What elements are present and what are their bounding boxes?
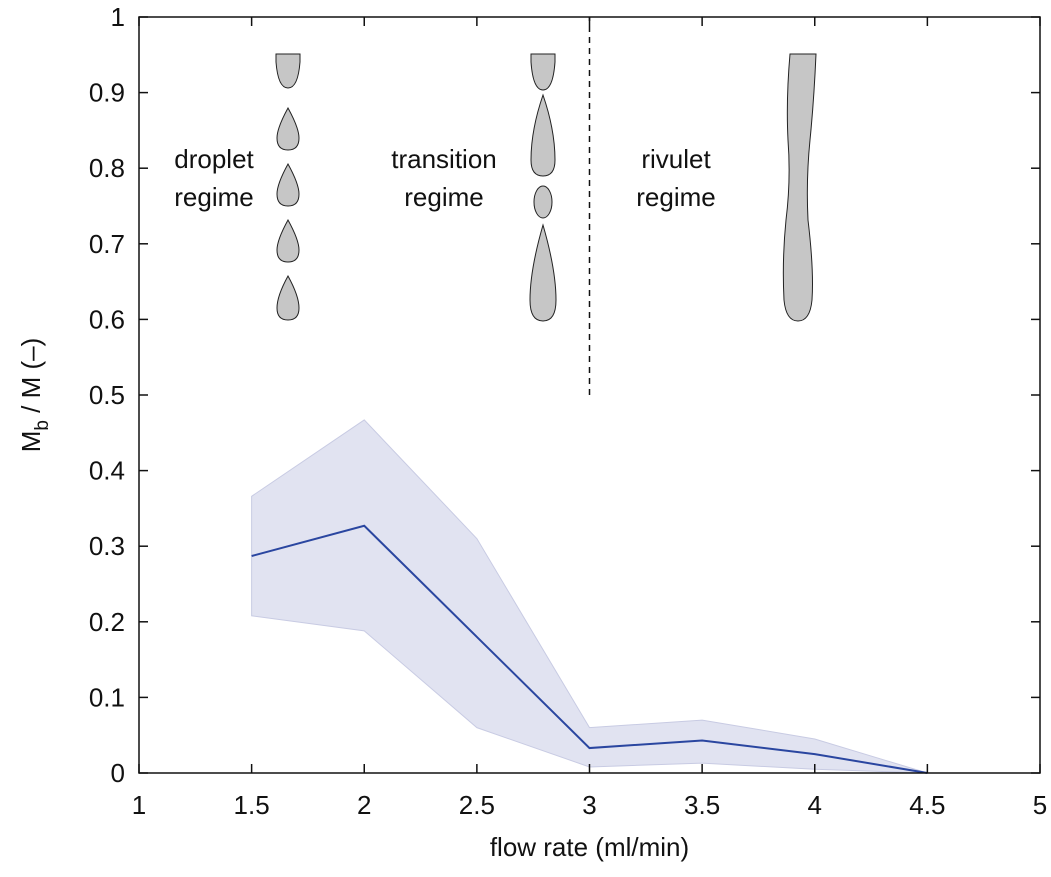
x-axis-label: flow rate (ml/min) [490, 832, 689, 862]
regime-label: transition [391, 144, 497, 174]
y-tick-label: 1 [111, 2, 125, 32]
y-tick-label: 0.5 [89, 380, 125, 410]
x-tick-label: 4 [808, 790, 822, 820]
regime-label: droplet [174, 144, 254, 174]
y-tick-label: 0.4 [89, 456, 125, 486]
regime-label: regime [636, 182, 715, 212]
regime-label: regime [174, 182, 253, 212]
x-tick-label: 4.5 [909, 790, 945, 820]
x-tick-label: 3 [582, 790, 596, 820]
x-tick-label: 2.5 [459, 790, 495, 820]
x-tick-label: 1 [132, 790, 146, 820]
x-tick-label: 3.5 [684, 790, 720, 820]
y-tick-label: 0.6 [89, 304, 125, 334]
y-tick-label: 0.3 [89, 531, 125, 561]
droplet-shape [276, 274, 300, 321]
transition-shape [529, 223, 557, 322]
y-tick-label: 0.8 [89, 153, 125, 183]
droplet-shape [276, 162, 300, 207]
y-tick-label: 0.2 [89, 607, 125, 637]
transition-shape [533, 185, 553, 219]
y-axis-label-main: M [16, 431, 46, 453]
drop-illustrations [275, 53, 817, 322]
transition-shape [530, 53, 556, 91]
regime-label: regime [404, 182, 483, 212]
droplet-shape [276, 218, 300, 263]
transition-shape [530, 93, 556, 177]
regime-label: rivulet [641, 144, 711, 174]
droplet-shape [275, 53, 301, 89]
rivulet-shape [782, 53, 817, 322]
y-axis-label: Mb / M (–) [16, 338, 53, 453]
x-tick-label: 2 [357, 790, 371, 820]
data-line [251, 524, 928, 774]
y-tick-label: 0.1 [89, 682, 125, 712]
y-tick-label: 0.7 [89, 229, 125, 259]
y-axis-label-rest: / M (–) [16, 338, 46, 420]
confidence-band [251, 419, 928, 774]
y-axis-label-sub: b [32, 420, 53, 431]
x-tick-label: 5 [1033, 790, 1047, 820]
droplet-shape [276, 106, 300, 151]
x-tick-label: 1.5 [234, 790, 270, 820]
y-tick-label: 0 [111, 758, 125, 788]
y-tick-label: 0.9 [89, 78, 125, 108]
